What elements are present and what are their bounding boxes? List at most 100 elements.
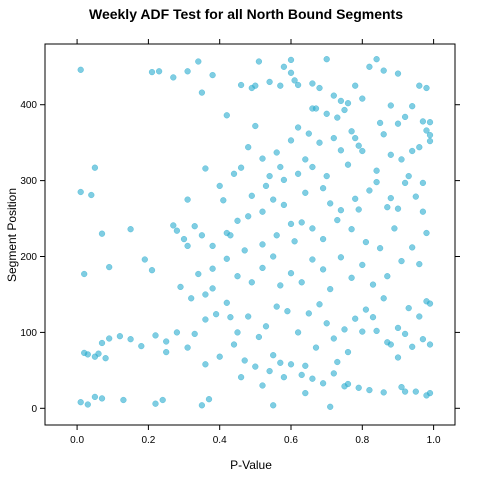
data-point: [344, 100, 352, 107]
y-tick-label: 100: [20, 328, 37, 339]
data-point: [352, 135, 359, 142]
data-point: [277, 359, 284, 366]
data-point: [209, 265, 216, 272]
data-point: [177, 283, 184, 291]
x-axis: 0.0 0.2 0.4 0.6 0.8 1.0: [70, 39, 441, 446]
data-point: [387, 341, 394, 348]
data-point: [230, 341, 238, 348]
data-point: [305, 130, 312, 137]
data-point: [127, 226, 134, 233]
data-point: [259, 208, 266, 215]
data-point: [202, 316, 209, 323]
data-point: [159, 396, 166, 404]
data-point: [334, 114, 341, 121]
data-point: [287, 69, 295, 76]
data-point: [280, 374, 288, 381]
data-point: [277, 163, 284, 171]
data-point: [202, 291, 209, 298]
data-point: [180, 236, 188, 243]
data-point: [227, 232, 234, 239]
y-tick-label: 400: [20, 100, 37, 111]
x-tick-label: 0.2: [141, 435, 155, 446]
data-point: [302, 362, 309, 369]
data-point: [234, 329, 241, 336]
data-point: [330, 135, 337, 142]
data-point: [266, 173, 273, 180]
data-point: [84, 401, 91, 408]
data-point: [170, 74, 177, 81]
data-point: [426, 341, 434, 348]
data-point: [309, 225, 316, 232]
data-point: [416, 261, 423, 268]
data-point: [405, 305, 412, 312]
data-point: [348, 274, 355, 281]
data-point: [409, 343, 416, 350]
data-point: [245, 213, 252, 220]
data-point: [416, 313, 423, 320]
data-point: [387, 151, 394, 158]
data-point: [341, 106, 348, 114]
data-point: [259, 264, 266, 272]
data-point: [230, 170, 238, 177]
data-point: [377, 119, 384, 127]
data-point: [238, 81, 245, 89]
data-point: [198, 89, 206, 96]
data-point: [416, 144, 423, 151]
data-point: [252, 82, 259, 89]
data-point: [327, 200, 334, 207]
data-point: [334, 358, 341, 366]
data-point: [295, 81, 302, 89]
data-point: [270, 352, 277, 359]
data-point: [373, 327, 380, 335]
data-point: [320, 236, 327, 243]
data-point: [384, 273, 391, 280]
data-point: [95, 350, 102, 357]
data-point: [273, 232, 280, 239]
data-point: [394, 354, 402, 361]
data-point: [305, 310, 312, 317]
data-point: [312, 105, 320, 112]
data-point: [259, 382, 266, 389]
y-tick-label: 200: [20, 252, 37, 263]
data-point: [409, 103, 416, 110]
data-point: [334, 217, 341, 224]
data-points: [77, 56, 434, 410]
data-point: [355, 206, 362, 213]
data-point: [359, 95, 366, 102]
data-point: [77, 399, 84, 406]
data-point: [419, 179, 427, 187]
data-point: [173, 329, 181, 336]
data-point: [366, 387, 373, 394]
data-point: [120, 396, 127, 404]
data-point: [373, 56, 380, 63]
data-point: [419, 208, 427, 215]
data-point: [195, 58, 202, 65]
data-point: [327, 403, 334, 410]
data-point: [327, 286, 334, 293]
data-point: [205, 396, 213, 403]
data-point: [298, 371, 305, 379]
data-point: [423, 84, 430, 92]
data-point: [280, 176, 288, 184]
data-point: [81, 270, 88, 278]
data-point: [223, 255, 230, 262]
data-point: [198, 402, 206, 409]
data-point: [295, 124, 302, 131]
data-point: [312, 344, 320, 351]
data-point: [309, 375, 316, 382]
y-tick-label: 0: [31, 404, 37, 415]
data-point: [391, 225, 398, 232]
x-axis-label: P-Value: [230, 458, 272, 472]
data-point: [369, 281, 377, 288]
data-point: [138, 343, 145, 350]
data-point: [220, 197, 227, 204]
data-point: [402, 388, 409, 395]
data-point: [348, 226, 355, 233]
y-axis: 0 100 200 300 400: [20, 100, 460, 415]
data-point: [77, 188, 84, 196]
data-point: [344, 161, 352, 168]
data-point: [302, 156, 309, 163]
data-point: [148, 68, 156, 76]
data-point: [216, 182, 223, 190]
